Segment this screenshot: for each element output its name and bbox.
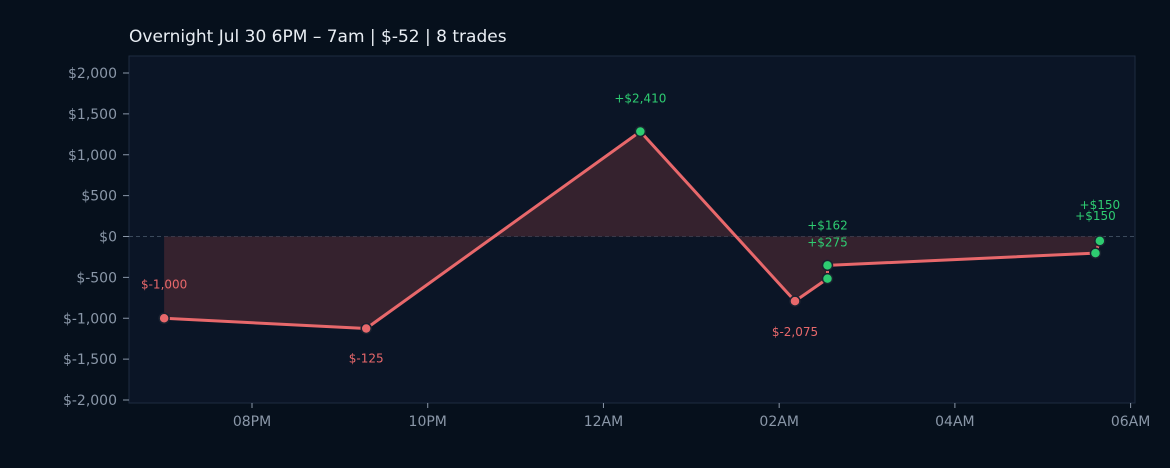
trade-marker [1094,235,1106,247]
y-tick-label: $-500 [76,270,117,286]
y-tick-label: $-1,000 [63,311,117,327]
x-tick-label: 02AM [759,414,798,430]
trade-marker [789,295,801,307]
x-tick-label: 10PM [409,414,447,430]
trade-pnl-label: +$150 [1075,209,1116,223]
y-tick-label: $1,000 [68,148,117,164]
chart-title: Overnight Jul 30 6PM – 7am | $-52 | 8 tr… [129,27,507,47]
trade-pnl-label: $-125 [349,351,384,365]
trade-pnl-label: $-1,000 [141,277,187,291]
trade-marker [634,125,647,138]
trade-marker [158,312,170,324]
y-tick-label: $1,500 [68,107,117,123]
trade-marker [1089,247,1102,259]
y-tick-label: $2,000 [68,66,117,82]
trade-pnl-label: $-2,075 [772,325,818,339]
trade-pnl-label: +$150 [1080,198,1121,212]
y-tick-label: $500 [81,189,117,205]
x-axis: 08PM 10PM 12AM 02AM 04AM 06AM [233,403,1150,430]
pnl-area-fill [164,131,1100,329]
y-tick-label: $-2,000 [63,393,117,409]
x-tick-label: 04AM [935,414,974,430]
y-tick-label: $0 [99,230,117,246]
y-tick-label: $-1,500 [63,352,117,368]
trade-labels: $-1,000 $-125 +$2,410 $-2,075 +$275 +$162 +$15… [141,91,1120,365]
x-tick-label: 08PM [233,414,271,430]
trade-marker [821,259,834,272]
x-tick-label: 12AM [584,414,623,430]
trade-pnl-label: +$2,410 [614,91,666,105]
trade-markers [158,125,1106,335]
x-tick-label: 06AM [1111,414,1150,430]
trade-marker [821,272,834,285]
trade-marker [360,322,372,335]
trade-pnl-label: +$275 [807,236,848,250]
y-axis: $2,000 $1,500 $1,000 $500 $0 $-500 $-1,000 $-1,… [63,66,129,409]
pnl-series-line [164,130,1102,330]
trade-pnl-label: +$162 [807,218,848,232]
